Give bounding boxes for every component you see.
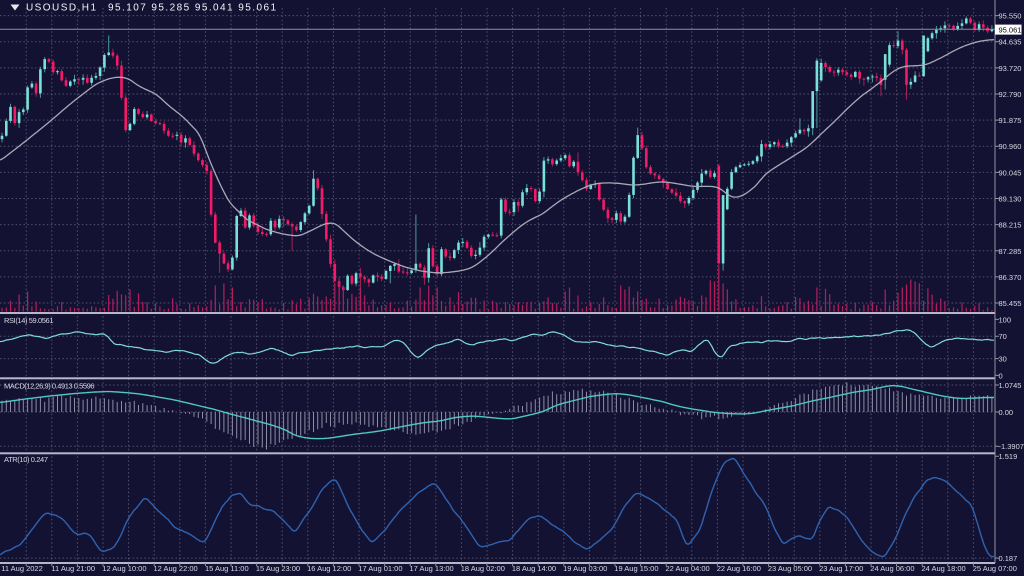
svg-text:86.370: 86.370 <box>999 273 1022 282</box>
svg-text:0: 0 <box>999 371 1003 380</box>
svg-text:15 Aug 11:00: 15 Aug 11:00 <box>205 564 249 573</box>
svg-text:70: 70 <box>999 332 1007 341</box>
svg-text:95.107 95.285 95.041 95.061: 95.107 95.285 95.041 95.061 <box>108 3 276 14</box>
svg-text:ATR(10) 0.247: ATR(10) 0.247 <box>4 455 48 464</box>
svg-text:24 Aug 06:00: 24 Aug 06:00 <box>870 564 914 573</box>
svg-text:22 Aug 04:00: 22 Aug 04:00 <box>665 564 709 573</box>
svg-text:12 Aug 22:00: 12 Aug 22:00 <box>153 564 197 573</box>
svg-text:15 Aug 23:00: 15 Aug 23:00 <box>256 564 300 573</box>
svg-text:94.635: 94.635 <box>999 38 1022 47</box>
svg-text:93.720: 93.720 <box>999 64 1022 73</box>
svg-text:0.00: 0.00 <box>999 408 1014 417</box>
svg-text:30: 30 <box>999 355 1007 364</box>
svg-text:18 Aug 14:00: 18 Aug 14:00 <box>512 564 556 573</box>
svg-text:89.130: 89.130 <box>999 195 1022 204</box>
svg-text:24 Aug 18:00: 24 Aug 18:00 <box>921 564 965 573</box>
svg-text:16 Aug 12:00: 16 Aug 12:00 <box>307 564 351 573</box>
svg-text:17 Aug 01:00: 17 Aug 01:00 <box>358 564 402 573</box>
svg-text:1.0745: 1.0745 <box>999 381 1022 390</box>
svg-text:12 Aug 10:00: 12 Aug 10:00 <box>102 564 146 573</box>
svg-text:17 Aug 13:00: 17 Aug 13:00 <box>409 564 453 573</box>
svg-text:23 Aug 05:00: 23 Aug 05:00 <box>768 564 812 573</box>
svg-text:1.519: 1.519 <box>999 452 1018 461</box>
svg-text:100: 100 <box>999 315 1012 324</box>
svg-text:19 Aug 15:00: 19 Aug 15:00 <box>614 564 658 573</box>
svg-text:RSI(14) 59.0561: RSI(14) 59.0561 <box>4 316 54 325</box>
svg-text:22 Aug 16:00: 22 Aug 16:00 <box>717 564 761 573</box>
svg-text:87.285: 87.285 <box>999 247 1022 256</box>
svg-text:0.187: 0.187 <box>999 554 1018 563</box>
svg-text:25 Aug 07:00: 25 Aug 07:00 <box>973 564 1017 573</box>
svg-text:23 Aug 17:00: 23 Aug 17:00 <box>819 564 863 573</box>
svg-text:90.960: 90.960 <box>999 142 1022 151</box>
svg-text:11 Aug 21:00: 11 Aug 21:00 <box>51 564 95 573</box>
svg-text:-1.3907: -1.3907 <box>999 442 1024 451</box>
svg-text:19 Aug 03:00: 19 Aug 03:00 <box>563 564 607 573</box>
svg-text:85.455: 85.455 <box>999 299 1022 308</box>
svg-text:95.061: 95.061 <box>999 25 1022 34</box>
svg-text:MACD(12,26,9) 0.4913 0.5596: MACD(12,26,9) 0.4913 0.5596 <box>4 382 95 391</box>
svg-text:11 Aug 2022: 11 Aug 2022 <box>1 564 43 573</box>
svg-text:95.550: 95.550 <box>999 12 1022 21</box>
svg-text:92.790: 92.790 <box>999 90 1022 99</box>
svg-text:91.875: 91.875 <box>999 116 1022 125</box>
svg-text:USOUSD,H1: USOUSD,H1 <box>26 3 96 14</box>
svg-text:88.215: 88.215 <box>999 221 1022 230</box>
svg-text:90.045: 90.045 <box>999 168 1022 177</box>
svg-text:18 Aug 02:00: 18 Aug 02:00 <box>461 564 505 573</box>
